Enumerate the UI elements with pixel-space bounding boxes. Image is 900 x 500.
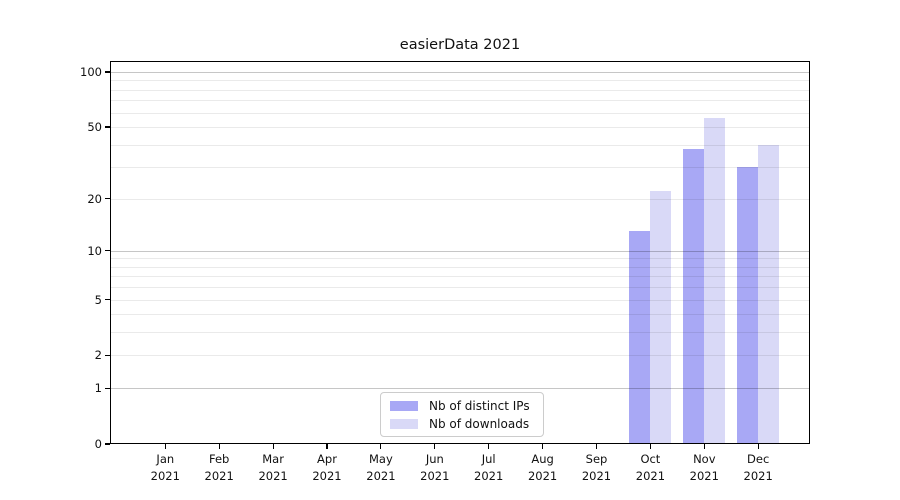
y-tick-label-20: 20 [87,191,102,206]
x-tick-label-mar: Mar 2021 [258,452,288,484]
bar-downloads-oct [650,191,672,444]
gridline-5 [110,299,810,301]
x-tick-label-sep: Sep 2021 [581,452,612,484]
gridline-10 [110,250,810,252]
y-tick-label-1: 1 [94,381,102,396]
x-tick-label-may: May 2021 [366,452,396,484]
y-tick-label-2: 2 [94,348,102,363]
gridline-2 [110,355,810,357]
legend-item-downloads: Nb of downloads [390,417,533,431]
x-tick-label-jul: Jul 2021 [474,452,504,484]
x-tick-mark-may [380,444,382,449]
bar-downloads-dec [758,144,780,444]
legend-swatch-downloads [390,418,418,429]
x-tick-label-apr: Apr 2021 [312,452,342,484]
legend-label-distinct-ips: Nb of distinct IPs [429,398,530,413]
gridline-4 [110,314,810,316]
x-tick-mark-jul [488,444,490,449]
legend: Nb of distinct IPs Nb of downloads [380,392,544,437]
x-tick-mark-feb [218,444,220,449]
gridline-7 [110,276,810,278]
gridline-3 [110,332,810,334]
x-tick-label-jun: Jun 2021 [420,452,450,484]
gridline-80 [110,89,810,91]
gridline-6 [110,287,810,289]
legend-swatch-distinct-ips [390,400,418,411]
legend-item-distinct-ips: Nb of distinct IPs [390,399,533,413]
x-tick-mark-sep [595,444,598,449]
x-tick-mark-aug [542,444,544,449]
y-tick-mark-100 [105,71,110,73]
gridline-50 [110,127,810,129]
x-tick-label-aug: Aug 2021 [527,452,558,484]
legend-label-downloads: Nb of downloads [429,416,530,431]
x-tick-mark-apr [326,444,328,449]
y-tick-label-10: 10 [87,243,102,258]
plot-area: 0 1 2 5 10 20 50 100 Jan 2021 Feb 2021 Mar 2021 Apr 20… [80,61,810,483]
x-tick-mark-nov [703,444,705,449]
gridline-40 [110,144,810,146]
y-tick-mark-1 [105,387,110,389]
gridline-70 [110,100,810,102]
bar-distinct-ips-nov [683,148,705,444]
y-tick-mark-2 [105,354,110,357]
gridline-9 [110,258,810,260]
gridline-90 [110,80,810,82]
y-tick-label-5: 5 [94,292,102,307]
y-tick-mark-50 [105,126,110,128]
bar-downloads-nov [704,118,726,444]
x-tick-mark-oct [649,444,651,449]
y-tick-mark-20 [105,197,110,200]
x-tick-label-oct: Oct 2021 [635,452,666,484]
x-tick-label-nov: Nov 2021 [689,452,719,484]
bar-distinct-ips-oct [629,231,651,444]
y-tick-label-50: 50 [87,120,102,135]
x-tick-label-feb: Feb 2021 [204,452,234,484]
x-tick-mark-jun [434,444,436,449]
gridline-1 [110,388,810,390]
x-tick-mark-mar [272,444,274,449]
gridline-30 [110,167,810,169]
y-tick-label-0: 0 [94,437,102,451]
bar-distinct-ips-dec [737,167,759,444]
x-tick-mark-jan [164,444,166,449]
chart-title: easierData 2021 [399,37,521,53]
x-tick-label-dec: Dec 2021 [743,452,773,484]
gridline-8 [110,266,810,268]
y-tick-mark-0 [105,443,110,445]
x-tick-label-jan: Jan 2021 [150,452,180,484]
gridline-100 [110,72,810,73]
x-tick-mark-dec [757,444,759,449]
y-tick-mark-10 [105,250,110,252]
y-tick-label-100: 100 [80,65,102,79]
y-tick-mark-5 [105,298,110,301]
gridline-20 [110,198,810,200]
gridline-60 [110,112,810,114]
